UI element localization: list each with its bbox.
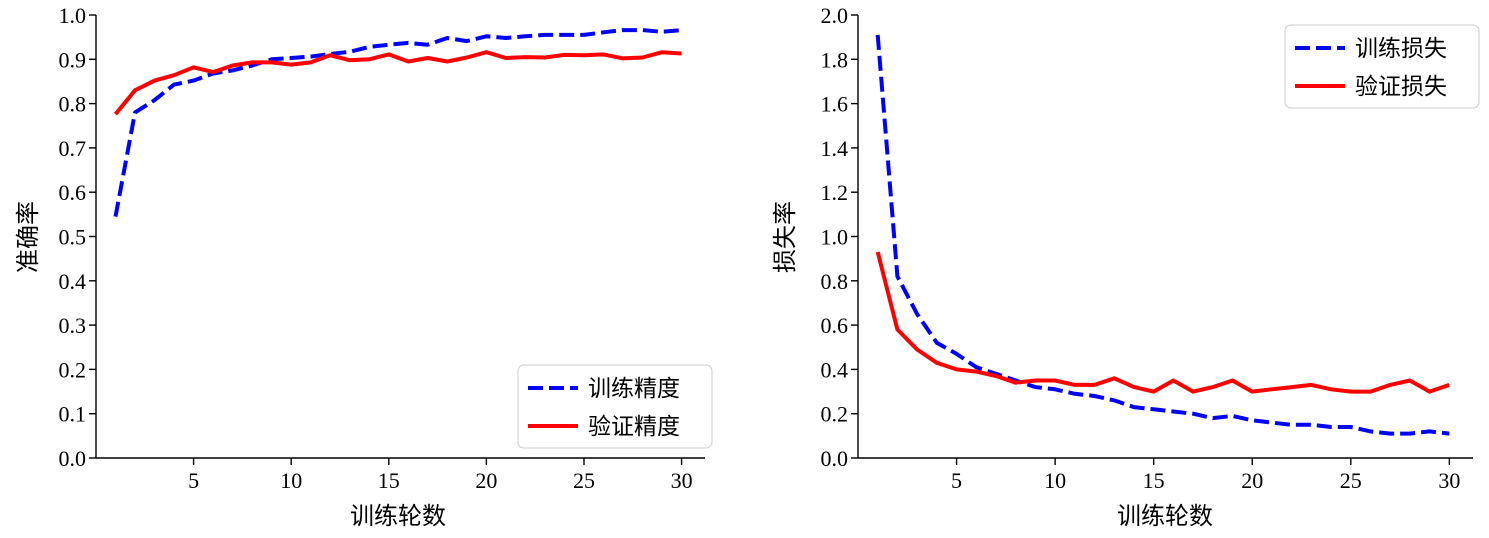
loss-y-tick-label: 1.0 (821, 225, 849, 250)
loss-x-tick-label: 20 (1241, 468, 1263, 493)
loss-series-train-line (875, 34, 1450, 436)
accuracy-series-validation-line (113, 50, 682, 116)
loss-y-tick-label: 1.4 (821, 136, 849, 161)
loss-legend-label: 训练损失 (1355, 36, 1447, 62)
accuracy-y-tick-label: 0.9 (59, 47, 87, 72)
accuracy-legend-label: 训练精度 (588, 376, 680, 402)
loss-x-tick-label: 25 (1340, 468, 1362, 493)
accuracy-x-tick-label: 15 (378, 468, 400, 493)
loss-chart: 训练轮数 损失率 0.0 0.2 0.4 0.6 0.8 1.0 1.2 1.4 1.6 1.8 2… (771, 3, 1480, 530)
accuracy-y-tick-label: 0.3 (59, 313, 87, 338)
accuracy-y-tick-label: 0.5 (59, 225, 87, 250)
loss-y-axis-label: 损失率 (771, 201, 799, 273)
accuracy-y-tick-label: 0.1 (59, 402, 87, 427)
loss-x-tick-label: 30 (1438, 468, 1460, 493)
loss-y-tick-label: 1.6 (821, 92, 849, 117)
accuracy-y-tick-label: 0.2 (59, 357, 87, 382)
loss-legend-label: 验证损失 (1355, 74, 1447, 100)
accuracy-y-tick-label: 0.8 (59, 92, 87, 117)
loss-x-tick-label: 5 (951, 468, 962, 493)
accuracy-x-tick-label: 5 (188, 468, 199, 493)
accuracy-y-tick-label: 0.6 (59, 180, 87, 205)
accuracy-legend-label: 验证精度 (588, 414, 680, 440)
loss-y-tick-label: 1.2 (821, 180, 849, 205)
accuracy-x-tick-label: 30 (671, 468, 693, 493)
loss-y-tick-label: 0.4 (821, 357, 849, 382)
accuracy-y-tick-label: 0.7 (59, 136, 87, 161)
loss-x-tick-label: 15 (1143, 468, 1165, 493)
accuracy-y-tick-label: 0.0 (59, 446, 87, 471)
loss-y-tick-label: 0.2 (821, 402, 849, 427)
loss-y-tick-label: 0.8 (821, 269, 849, 294)
accuracy-x-tick-label: 25 (573, 468, 595, 493)
loss-series-validation-line (875, 251, 1450, 394)
accuracy-series-train-line (113, 28, 682, 217)
accuracy-x-tick-label: 20 (475, 468, 497, 493)
accuracy-chart: 训练轮数 准确率 0.0 0.1 0.2 0.3 0.4 0.5 0.6 0.7 0.8 0.9 1… (14, 3, 713, 530)
loss-x-tick-label: 10 (1044, 468, 1066, 493)
accuracy-y-tick-label: 1.0 (59, 3, 87, 28)
accuracy-y-axis-label: 准确率 (14, 201, 42, 273)
loss-y-tick-label: 1.8 (821, 47, 849, 72)
accuracy-x-axis-label: 训练轮数 (350, 502, 446, 530)
loss-x-axis-label: 训练轮数 (1117, 502, 1213, 530)
loss-y-tick-label: 2.0 (821, 3, 849, 28)
loss-y-tick-label: 0.0 (821, 446, 849, 471)
accuracy-x-tick-label: 10 (280, 468, 302, 493)
loss-y-tick-label: 0.6 (821, 313, 849, 338)
accuracy-y-tick-label: 0.4 (59, 269, 87, 294)
